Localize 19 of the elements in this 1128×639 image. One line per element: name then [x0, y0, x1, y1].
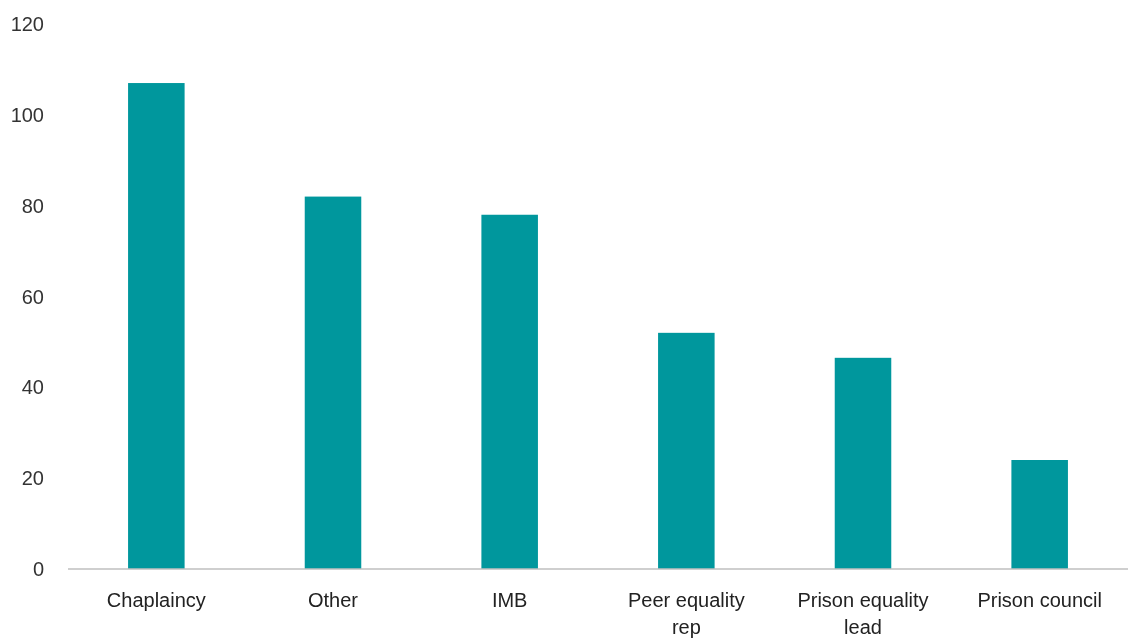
y-tick-label: 60: [21, 285, 44, 308]
x-tick-label: Prison council: [977, 589, 1102, 611]
y-tick-label: 80: [21, 194, 44, 217]
bar: [304, 196, 362, 569]
y-tick-label: 20: [21, 467, 44, 490]
bar: [658, 332, 715, 569]
y-tick-label: 0: [32, 558, 44, 580]
x-tick-label: Other: [307, 589, 359, 611]
y-tick-label: 120: [10, 13, 44, 35]
bar: [1011, 460, 1068, 569]
bar: [128, 83, 185, 569]
x-tick-label: Peer equality rep: [627, 589, 745, 638]
x-tick-label: Prison equality lead: [797, 589, 929, 638]
y-tick-label: 40: [21, 376, 44, 399]
y-tick-label: 100: [10, 103, 44, 126]
x-tick-label: IMB: [491, 589, 528, 611]
bar: [834, 357, 892, 569]
bar: [481, 214, 538, 569]
x-tick-label: Chaplaincy: [106, 589, 206, 611]
